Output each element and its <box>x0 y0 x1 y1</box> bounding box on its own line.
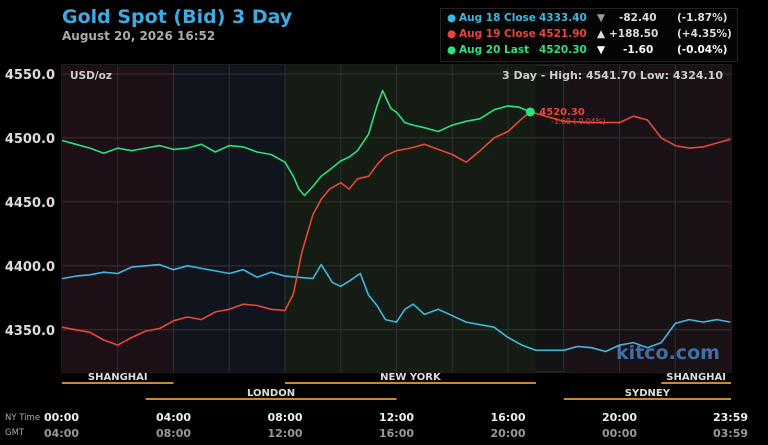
session-bar-shanghai <box>661 382 731 384</box>
legend-label-aug20: Aug 20 Last <box>459 44 530 56</box>
x-tick-ny-label: 08:00 <box>267 411 302 424</box>
legend-marker-aug20: ● <box>447 44 457 56</box>
ny-time-row-label: NY Time <box>5 413 40 423</box>
legend-value-aug18: 4333.40 <box>539 12 587 24</box>
legend-label-aug18: Aug 18 Close <box>459 12 536 24</box>
series-line-0 <box>61 263 731 353</box>
legend-pct-aug19: (+4.35%) <box>677 28 732 40</box>
last-price-label: 4520.30 <box>539 107 585 118</box>
session-bar-london <box>145 398 397 400</box>
x-tick-ny-label: 23:59 <box>713 411 748 424</box>
chart-title: Gold Spot (Bid) 3 Day <box>62 6 293 28</box>
session-label-shanghai: SHANGHAI <box>88 372 148 383</box>
chart-legend: ● Aug 18 Close 4333.40 ▼ -82.40 (-1.87%)… <box>440 8 738 62</box>
session-label-sydney: SYDNEY <box>625 388 671 399</box>
x-tick-ny-label: 04:00 <box>156 411 191 424</box>
watermark-logo: kitco.com <box>616 342 720 364</box>
newyork-shading <box>285 65 536 372</box>
legend-marker-aug19: ● <box>447 28 457 40</box>
legend-arrow-aug18: ▼ <box>597 12 606 24</box>
series-line-1 <box>61 111 731 346</box>
stats-label: 3 Day - High: 4541.70 Low: 4324.10 <box>502 69 723 82</box>
session-label-shanghai: SHANGHAI <box>666 372 726 383</box>
legend-change-aug18: -82.40 <box>619 12 657 24</box>
session-bar-sydney <box>563 398 731 400</box>
last-price-marker <box>525 107 535 117</box>
legend-pct-aug18: (-1.87%) <box>677 12 728 24</box>
session-label-london: LONDON <box>247 388 295 399</box>
legend-marker-aug18: ● <box>447 12 457 24</box>
legend-change-aug20: -1.60 <box>623 44 654 56</box>
session-bar-new-york <box>285 382 536 384</box>
x-tick-gmt-label: 12:00 <box>267 427 302 440</box>
legend-label-aug19: Aug 19 Close <box>459 28 536 40</box>
session-bar-shanghai <box>62 382 174 384</box>
y-tick-label: 4550.0 <box>5 68 55 83</box>
legend-value-aug19: 4521.90 <box>539 28 587 40</box>
chart-timestamp: August 20, 2026 16:52 <box>62 29 216 43</box>
x-tick-gmt-label: 16:00 <box>379 427 414 440</box>
x-tick-ny-label: 20:00 <box>602 411 637 424</box>
legend-arrow-aug19: ▲ <box>597 28 606 40</box>
y-tick-label: 4500.0 <box>5 132 55 147</box>
x-tick-gmt-label: 00:00 <box>602 427 637 440</box>
series-line-2 <box>61 89 531 197</box>
legend-pct-aug20: (-0.04%) <box>677 44 728 56</box>
legend-arrow-aug20: ▼ <box>597 44 606 56</box>
x-tick-gmt-label: 20:00 <box>490 427 525 440</box>
legend-change-aug19: +188.50 <box>609 28 659 40</box>
gmt-row-label: GMT <box>5 428 25 438</box>
y-tick-label: 4400.0 <box>5 260 55 275</box>
x-tick-gmt-label: 03:59 <box>713 427 748 440</box>
y-tick-label: 4350.0 <box>5 324 55 339</box>
sydney-shading <box>563 65 731 372</box>
last-change-label: -1.60 (-0.04%) <box>551 117 605 126</box>
x-tick-gmt-label: 04:00 <box>44 427 79 440</box>
x-tick-gmt-label: 08:00 <box>156 427 191 440</box>
x-tick-ny-label: 16:00 <box>490 411 525 424</box>
y-tick-label: 4450.0 <box>5 196 55 211</box>
x-tick-ny-label: 00:00 <box>44 411 79 424</box>
unit-label: USD/oz <box>70 70 112 82</box>
x-tick-ny-label: 12:00 <box>379 411 414 424</box>
session-label-new-york: NEW YORK <box>380 372 442 383</box>
legend-value-aug20: 4520.30 <box>539 44 587 56</box>
